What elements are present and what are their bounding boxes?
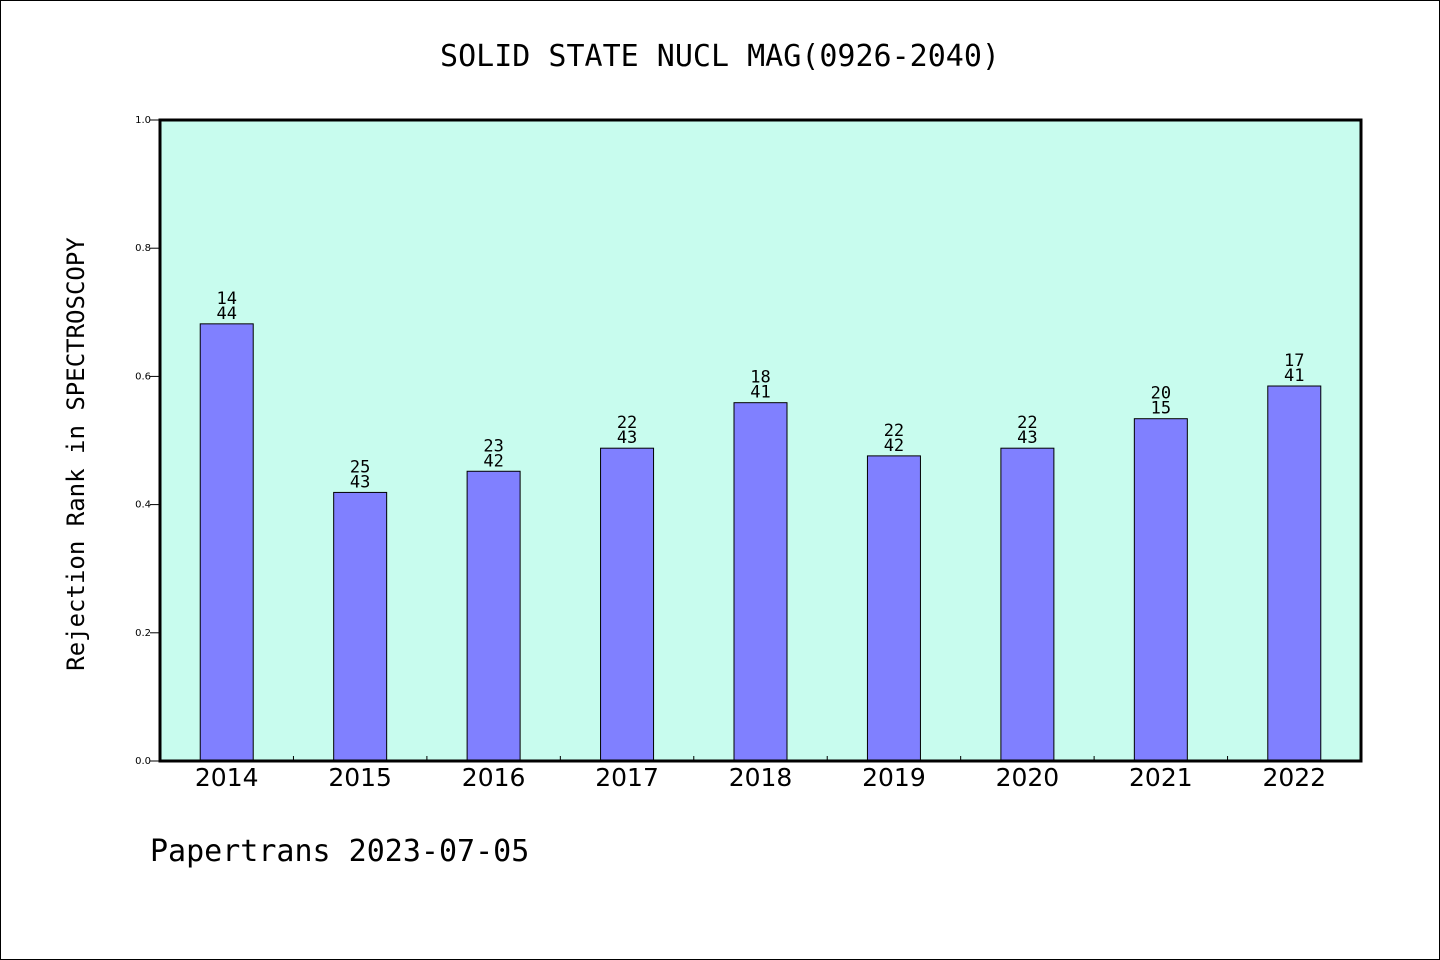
- bar-annotation-top: 18: [750, 368, 770, 388]
- bar-annotation-top: 23: [483, 436, 503, 456]
- bar-annotation-bottom: 41: [1284, 366, 1304, 386]
- bar: [866, 455, 921, 762]
- bar: [1000, 447, 1055, 762]
- bar-annotation-bottom: 15: [1151, 399, 1171, 419]
- bar: [600, 447, 655, 762]
- bar: [733, 402, 788, 762]
- y-tick-label: 1.0: [135, 115, 151, 126]
- bar-annotation-bottom: 42: [884, 436, 904, 456]
- footer-note: Papertrans 2023-07-05: [150, 834, 530, 869]
- bar: [333, 491, 388, 762]
- x-tick-label: 2020: [996, 763, 1060, 792]
- x-tick-label: 2016: [462, 763, 526, 792]
- bar-annotation-bottom: 44: [216, 304, 236, 324]
- bar-annotation-bottom: 43: [350, 472, 370, 492]
- bar-annotation-top: 25: [350, 457, 370, 477]
- bar-annotation-bottom: 41: [750, 383, 770, 403]
- bar-annotation-top: 17: [1284, 351, 1304, 371]
- x-tick-label: 2019: [862, 763, 926, 792]
- bar: [1133, 418, 1188, 762]
- x-tick-label: 2017: [595, 763, 659, 792]
- x-tick-label: 2015: [328, 763, 392, 792]
- x-tick-label: 2021: [1129, 763, 1193, 792]
- bar-annotation-top: 22: [617, 413, 637, 433]
- y-tick-label: 0.4: [135, 500, 151, 511]
- plot-border: [158, 118, 1363, 763]
- bar: [199, 323, 254, 762]
- bar: [1267, 385, 1322, 762]
- y-axis-label: Rejection Rank in SPECTROSCOPY: [62, 237, 90, 671]
- bar-annotation-bottom: 43: [617, 428, 637, 448]
- bar: [466, 470, 521, 762]
- x-tick-label: 2014: [195, 763, 259, 792]
- bar-annotation-bottom: 43: [1017, 428, 1037, 448]
- bar-annotation-top: 14: [216, 289, 236, 309]
- y-tick-label: 0.8: [135, 243, 151, 254]
- chart-title: SOLID STATE NUCL MAG(0926-2040): [440, 39, 1000, 74]
- y-tick-label: 0.6: [135, 371, 151, 382]
- x-tick-label: 2022: [1262, 763, 1326, 792]
- y-tick-label: 0.2: [135, 628, 151, 639]
- bar-annotation-bottom: 42: [483, 451, 503, 471]
- bar-annotation-top: 22: [1017, 413, 1037, 433]
- bar-annotation-top: 20: [1151, 384, 1171, 404]
- x-tick-label: 2018: [729, 763, 793, 792]
- y-tick-label: 0.0: [135, 756, 151, 767]
- bar-annotation-top: 22: [884, 421, 904, 441]
